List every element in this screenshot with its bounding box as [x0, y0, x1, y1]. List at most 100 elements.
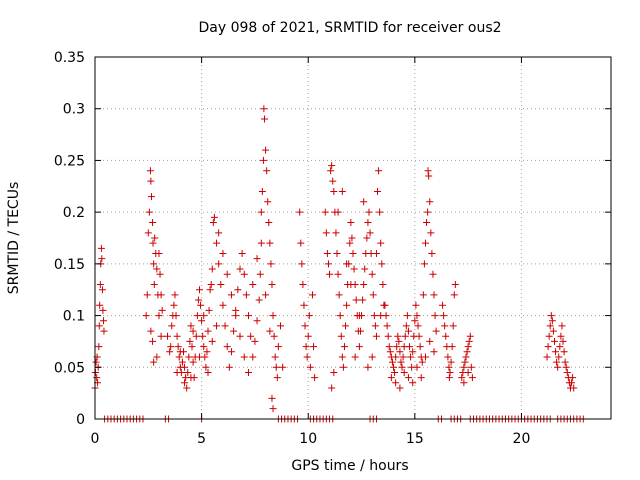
data-point — [174, 343, 182, 351]
data-point — [361, 265, 369, 273]
data-point — [144, 229, 152, 237]
data-point — [355, 312, 363, 320]
data-point — [200, 312, 208, 320]
data-point — [463, 348, 471, 356]
data-point — [256, 270, 264, 278]
data-point — [199, 332, 207, 340]
data-point — [171, 291, 179, 299]
data-point — [251, 337, 259, 345]
y-tick-label: 0.05 — [54, 360, 85, 376]
y-tick-label: 0.3 — [63, 102, 85, 118]
data-point — [192, 332, 200, 340]
data-point — [322, 229, 330, 237]
data-point — [346, 239, 354, 247]
data-point — [388, 358, 396, 366]
data-point — [430, 348, 438, 356]
data-point — [240, 353, 248, 361]
data-point — [200, 343, 208, 351]
data-point — [421, 239, 429, 247]
data-point — [409, 379, 417, 387]
data-point — [204, 327, 212, 335]
data-point — [249, 281, 257, 289]
data-point — [304, 332, 312, 340]
x-axis-label: GPS time / hours — [291, 458, 408, 474]
data-point — [549, 327, 557, 335]
data-point — [356, 327, 364, 335]
data-point — [198, 317, 206, 325]
data-point — [393, 343, 401, 351]
data-point — [194, 296, 202, 304]
data-point — [305, 312, 313, 320]
data-point — [92, 358, 100, 366]
data-point — [155, 250, 163, 258]
data-point — [173, 368, 181, 376]
data-point — [221, 322, 229, 330]
data-point — [465, 337, 473, 345]
data-point — [559, 337, 567, 345]
data-point — [412, 301, 420, 309]
y-tick-label: 0.15 — [54, 257, 85, 273]
data-point — [392, 353, 400, 361]
data-point — [178, 358, 186, 366]
data-point — [203, 348, 211, 356]
data-point — [148, 193, 156, 201]
data-point — [301, 322, 309, 330]
data-point — [219, 250, 227, 258]
data-point — [267, 260, 275, 268]
data-point — [328, 384, 336, 392]
data-point — [197, 301, 205, 309]
data-point — [321, 208, 329, 216]
data-point — [407, 353, 415, 361]
data-point — [561, 358, 569, 366]
y-tick-label: 0 — [76, 412, 85, 428]
data-point — [93, 374, 101, 382]
data-point — [95, 343, 103, 351]
data-point — [234, 286, 242, 294]
data-point — [467, 363, 475, 371]
data-point — [208, 337, 216, 345]
data-point — [247, 332, 255, 340]
data-point — [207, 281, 215, 289]
data-point — [396, 348, 404, 356]
data-point — [406, 343, 414, 351]
data-point — [149, 337, 157, 345]
data-point — [447, 358, 455, 366]
data-point — [445, 374, 453, 382]
data-point — [568, 379, 576, 387]
data-point — [300, 301, 308, 309]
data-point — [386, 348, 394, 356]
data-point — [360, 281, 368, 289]
data-point — [403, 312, 411, 320]
data-point — [98, 255, 106, 263]
data-point — [350, 265, 358, 273]
data-point — [265, 218, 273, 226]
x-tick-label: 20 — [513, 431, 531, 447]
data-point — [258, 187, 266, 195]
data-point — [329, 177, 337, 185]
data-point — [547, 312, 555, 320]
data-point — [391, 368, 399, 376]
data-point — [381, 301, 389, 309]
data-point — [149, 239, 157, 247]
data-point — [555, 353, 563, 361]
data-point — [340, 343, 348, 351]
data-point — [371, 322, 379, 330]
data-point — [413, 312, 421, 320]
data-point — [348, 234, 356, 242]
y-tick-label: 0.2 — [63, 205, 85, 221]
data-point — [170, 301, 178, 309]
data-point — [208, 265, 216, 273]
data-point — [240, 270, 248, 278]
data-point — [334, 208, 342, 216]
data-point — [227, 291, 235, 299]
y-axis-label: SRMTID / TECUs — [6, 182, 22, 295]
data-point — [395, 337, 403, 345]
data-point — [339, 363, 347, 371]
data-point — [423, 218, 431, 226]
data-point — [402, 322, 410, 330]
data-point — [175, 353, 183, 361]
data-point — [451, 281, 459, 289]
data-point — [272, 363, 280, 371]
data-point — [242, 291, 250, 299]
data-point — [372, 332, 380, 340]
